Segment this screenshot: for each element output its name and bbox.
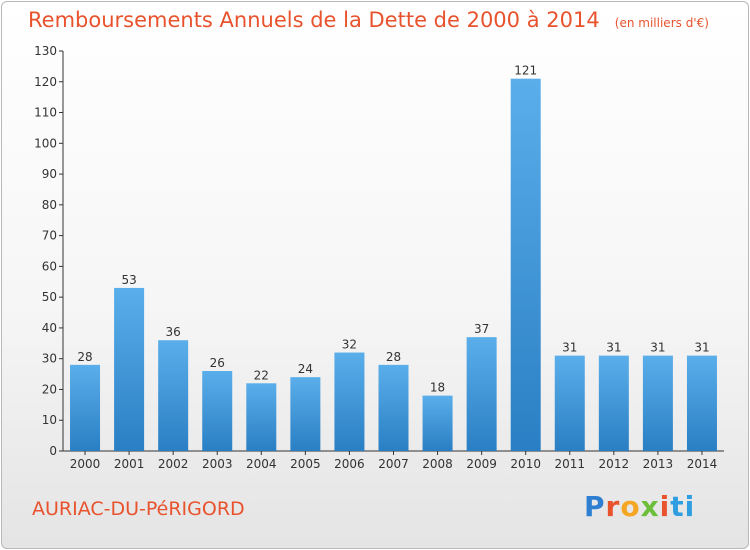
y-tick-label: 10 (42, 413, 57, 427)
bar-2011 (554, 355, 585, 451)
value-label-2013: 31 (650, 341, 665, 355)
x-tick-label-2005: 2005 (290, 457, 321, 471)
value-label-2005: 24 (298, 362, 313, 376)
x-tick-label-2011: 2011 (554, 457, 585, 471)
y-tick-label: 60 (42, 259, 57, 273)
bar-2006 (334, 352, 365, 451)
y-tick-label: 120 (34, 75, 57, 89)
x-tick-label-2002: 2002 (158, 457, 189, 471)
value-label-2014: 31 (694, 341, 709, 355)
proxiti-logo[interactable]: Proxiti (584, 490, 696, 523)
y-tick-label: 70 (42, 229, 57, 243)
y-tick-label: 100 (34, 136, 57, 150)
bar-2008 (422, 395, 453, 451)
city-name: AURIAC-DU-PéRIGORD (32, 498, 245, 520)
bar-2009 (466, 337, 497, 451)
chart-subtitle: (en milliers d'€) (614, 16, 709, 30)
value-label-2010: 121 (514, 64, 537, 78)
y-tick-label: 90 (42, 167, 57, 181)
bar-2001 (114, 287, 145, 451)
value-label-2008: 18 (430, 381, 445, 395)
x-tick-label-2009: 2009 (466, 457, 497, 471)
bar-2013 (642, 355, 673, 451)
x-tick-label-2006: 2006 (334, 457, 365, 471)
chart-axes: 0 10 20 30 40 50 60 70 80 90 100 110 120 130 2000 2001 2… (34, 44, 724, 471)
chart-title: Remboursements Annuels de la Dette de 20… (28, 8, 600, 32)
bar-2007 (378, 364, 409, 451)
bar-2010 (510, 78, 541, 451)
y-tick-label: 50 (42, 290, 57, 304)
y-tick-label: 20 (42, 382, 57, 396)
value-label-2011: 31 (562, 341, 577, 355)
x-tick-label-2008: 2008 (422, 457, 453, 471)
value-label-2002: 36 (166, 325, 181, 339)
y-tick-label: 30 (42, 352, 57, 366)
x-tick-label-2010: 2010 (510, 457, 541, 471)
x-tick-label-2000: 2000 (70, 457, 101, 471)
x-tick-label-2003: 2003 (202, 457, 233, 471)
bar-2000 (70, 364, 101, 451)
x-tick-label-2004: 2004 (246, 457, 277, 471)
bar-2005 (290, 377, 321, 451)
value-label-2000: 28 (77, 350, 92, 364)
value-label-2009: 37 (474, 322, 489, 336)
value-label-2001: 53 (121, 273, 136, 287)
value-label-2007: 28 (386, 350, 401, 364)
value-label-2012: 31 (606, 341, 621, 355)
bar-2014 (686, 355, 717, 451)
y-tick-label: 0 (49, 444, 57, 458)
y-tick-label: 110 (34, 106, 57, 120)
bar-2003 (202, 371, 233, 451)
bar-2004 (246, 383, 277, 451)
bar-2002 (158, 340, 189, 451)
chart-bars: 28 53 36 26 22 24 32 28 18 37 121 31 31 31 31 (70, 64, 717, 451)
y-tick-label: 40 (42, 321, 57, 335)
x-tick-label-2007: 2007 (378, 457, 409, 471)
value-label-2004: 22 (254, 368, 269, 382)
x-tick-label-2001: 2001 (114, 457, 145, 471)
value-label-2003: 26 (210, 356, 225, 370)
x-tick-label-2013: 2013 (643, 457, 674, 471)
value-label-2006: 32 (342, 338, 357, 352)
y-tick-label: 130 (34, 44, 57, 58)
y-tick-label: 80 (42, 198, 57, 212)
chart-title-row: Remboursements Annuels de la Dette de 20… (28, 8, 709, 32)
bar-2012 (598, 355, 629, 451)
x-tick-label-2014: 2014 (687, 457, 718, 471)
x-tick-label-2012: 2012 (599, 457, 630, 471)
